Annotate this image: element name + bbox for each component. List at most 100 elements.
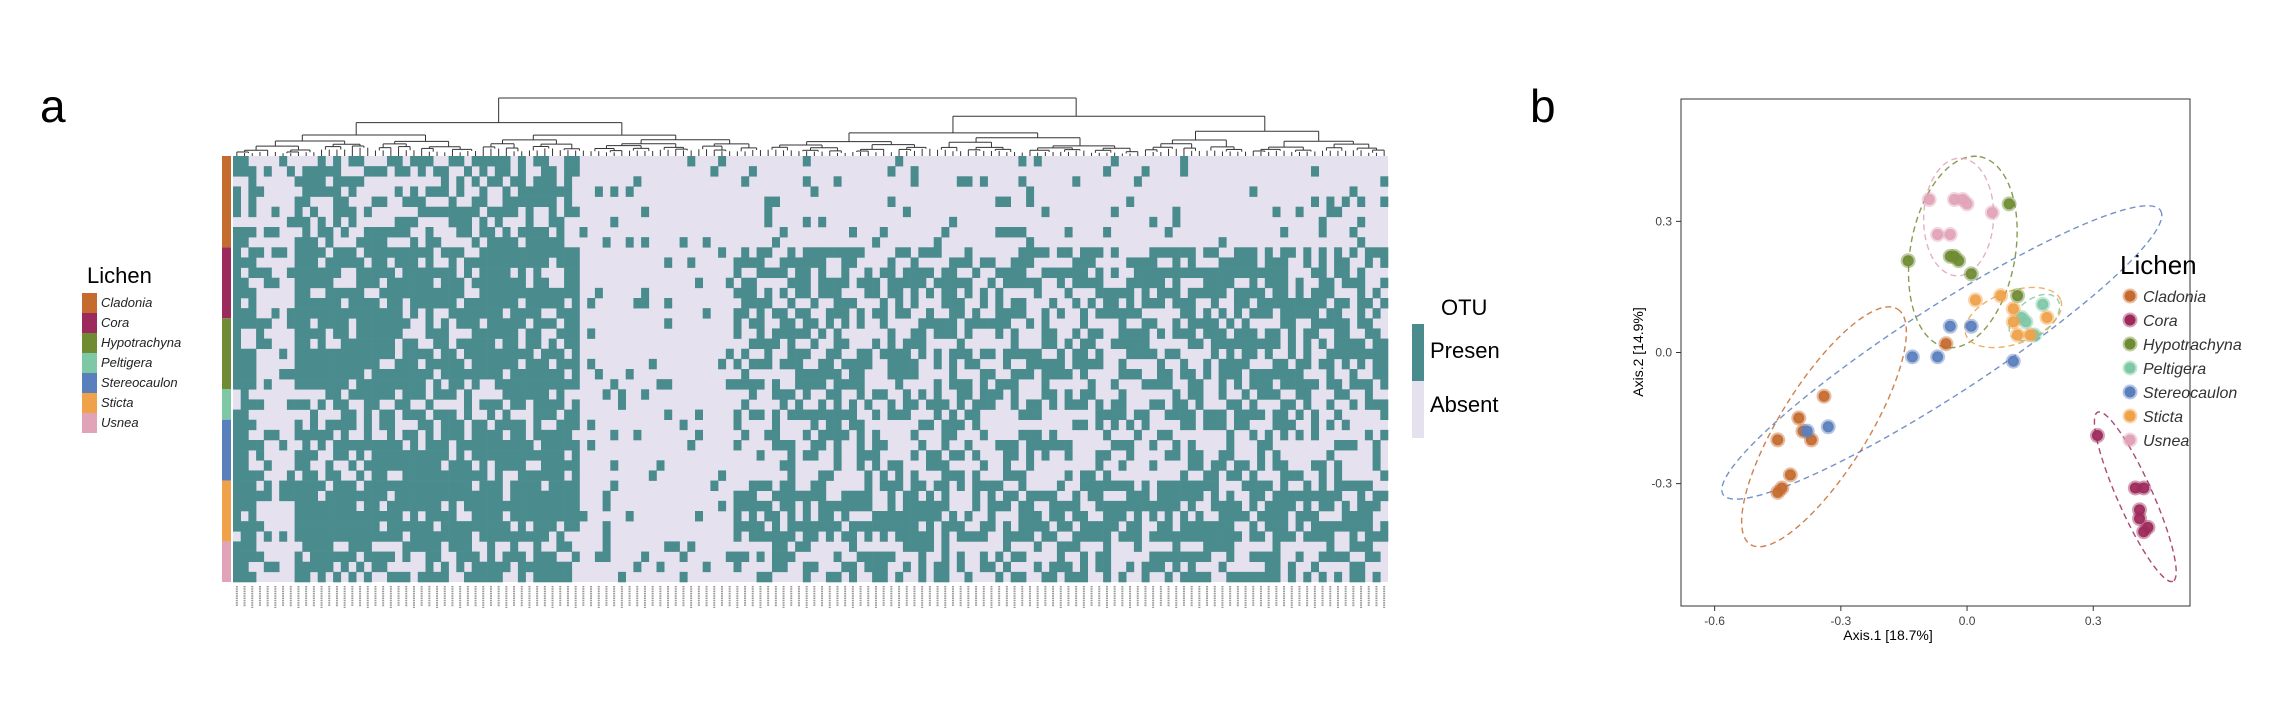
heatmap-cell	[779, 490, 788, 502]
heatmap-cell	[1003, 541, 1011, 552]
heatmap-cell	[1072, 571, 1081, 583]
heatmap-cell	[471, 511, 480, 522]
heatmap-cell	[525, 348, 534, 360]
heatmap-cell	[1149, 298, 1158, 309]
heatmap-cell	[879, 470, 888, 481]
heatmap-cell	[1010, 348, 1019, 360]
heatmap-cell	[1010, 440, 1019, 451]
heatmap-cell	[918, 531, 927, 542]
heatmap-cell	[494, 156, 503, 167]
heatmap-cell	[541, 318, 549, 329]
heatmap-cell	[1157, 521, 1165, 532]
heatmap-cell	[833, 308, 842, 319]
heatmap-cell	[502, 186, 511, 197]
heatmap-cell	[1033, 511, 1042, 522]
heatmap-cell	[787, 257, 796, 268]
heatmap-cell	[471, 237, 480, 248]
heatmap-cell	[510, 348, 519, 360]
heatmap-cell	[325, 348, 334, 360]
heatmap-cell	[1157, 429, 1165, 441]
heatmap-cell	[1103, 227, 1112, 238]
heatmap-cell	[340, 358, 349, 370]
heatmap-cell	[440, 206, 449, 218]
heatmap-cell	[286, 318, 295, 329]
heatmap-cell	[1164, 490, 1173, 502]
heatmap-cell	[1303, 399, 1312, 410]
heatmap-cell	[233, 287, 241, 299]
heatmap-cell	[394, 166, 403, 177]
heatmap-cell	[1010, 328, 1019, 339]
heatmap-cell	[556, 369, 565, 380]
heatmap-cell	[1033, 409, 1042, 421]
heatmap-cell	[425, 267, 434, 279]
heatmap-cell	[263, 531, 272, 542]
heatmap-cell	[533, 227, 542, 238]
heatmap-cell	[895, 379, 904, 390]
heatmap-cell	[271, 247, 280, 258]
heatmap-cell	[425, 257, 434, 268]
heatmap-cell	[1318, 287, 1327, 299]
heatmap-cell	[456, 460, 465, 471]
heatmap-cell	[533, 399, 542, 410]
heatmap-cell	[787, 298, 796, 309]
heatmap-cell	[425, 247, 434, 258]
heatmap-cell	[1287, 348, 1296, 360]
heatmap-cell	[972, 450, 981, 461]
heatmap-cell	[1218, 308, 1227, 319]
heatmap-cell	[979, 379, 988, 390]
heatmap-cell	[333, 318, 342, 329]
heatmap-cell	[664, 298, 673, 309]
heatmap-cell	[902, 389, 911, 400]
heatmap-cell	[310, 369, 318, 380]
heatmap-cell	[1064, 561, 1073, 573]
heatmap-cell	[772, 379, 780, 390]
heatmap-cell	[456, 338, 465, 350]
heatmap-cell	[1249, 490, 1258, 502]
heatmap-cell	[1334, 480, 1343, 492]
heatmap-cell	[1141, 257, 1150, 268]
heatmap-cell	[394, 328, 403, 339]
heatmap-cell	[1341, 511, 1350, 522]
heatmap-cell	[1149, 500, 1158, 512]
heatmap-cell	[1341, 500, 1350, 512]
heatmap-cell	[910, 470, 919, 481]
heatmap-cell	[333, 287, 342, 299]
heatmap-cell	[1364, 511, 1373, 522]
heatmap-cell	[487, 227, 496, 238]
heatmap-cell	[479, 460, 488, 471]
heatmap-cell	[949, 379, 958, 390]
heatmap-cell	[525, 561, 534, 573]
heatmap-cell	[379, 409, 388, 421]
heatmap-cell	[1234, 460, 1242, 471]
heatmap-cell	[402, 460, 411, 471]
heatmap-cell	[1380, 531, 1389, 542]
heatmap-cell	[233, 480, 241, 492]
heatmap-cell	[1049, 358, 1058, 370]
heatmap-cell	[1241, 328, 1250, 339]
heatmap-cell	[333, 470, 342, 481]
heatmap-cell	[849, 257, 857, 268]
heatmap-cell	[718, 470, 727, 481]
heatmap-cell	[1087, 531, 1096, 542]
heatmap-cell	[895, 348, 904, 360]
heatmap-cell	[556, 186, 565, 197]
heatmap-cell	[641, 389, 650, 400]
heatmap-cell	[541, 369, 549, 380]
heatmap-cell	[895, 369, 904, 380]
heatmap-cell	[502, 531, 511, 542]
heatmap-cell	[1041, 571, 1050, 583]
heatmap-cell	[371, 369, 380, 380]
heatmap-cell	[756, 450, 765, 461]
heatmap-cell	[356, 348, 365, 360]
heatmap-cell	[479, 328, 488, 339]
heatmap-cell	[256, 338, 265, 350]
heatmap-cell	[494, 206, 503, 218]
heatmap-cell	[941, 460, 950, 471]
heatmap-cell	[802, 450, 811, 461]
heatmap-cell	[479, 308, 488, 319]
heatmap-cell	[325, 419, 334, 431]
heatmap-cell	[1126, 348, 1135, 360]
heatmap-cell	[340, 247, 349, 258]
heatmap-cell	[810, 369, 819, 380]
heatmap-cell	[363, 399, 372, 410]
